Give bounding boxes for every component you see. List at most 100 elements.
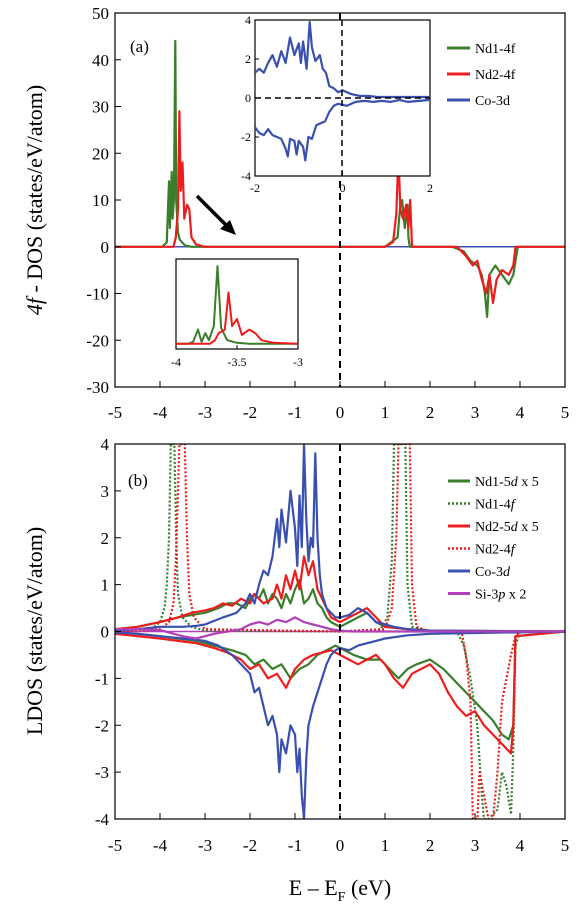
- panel-b-series-4: [115, 630, 565, 755]
- panel-b-xtick-label: -3: [198, 836, 212, 855]
- inset-co-xtick-label: -2: [250, 181, 260, 195]
- panel-a-xtick-label: 3: [471, 403, 480, 422]
- panel-b-yticks: 4 3 2 1 0 -1 -2 -3 -4: [95, 435, 121, 829]
- panel-a-xticks: -5 -4 -3 -2 -1 0 1 2 3 4 5: [108, 381, 569, 422]
- panel-b-ytick-label: -2: [95, 716, 109, 735]
- panel-a-xtick-label: 2: [426, 403, 435, 422]
- panel-b-ytick-label: -3: [95, 763, 109, 782]
- panel-a-xtick-label: 1: [381, 403, 390, 422]
- inset-co-series-0: [255, 20, 430, 99]
- panel-b-xtick-label: 4: [516, 836, 525, 855]
- panel-a-ytick-label: 0: [101, 238, 110, 257]
- panel-b-series-1: [115, 630, 565, 741]
- panel-b-series-0: [115, 578, 565, 633]
- panel-b-ytick-label: 1: [101, 576, 110, 595]
- panel-a-xtick-label: -3: [198, 403, 212, 422]
- panel-a-xtick-label: 5: [561, 403, 570, 422]
- panel-b-legend-label: Nd2-4f: [475, 543, 517, 558]
- inset-nd-xtick-label: -4: [171, 355, 181, 369]
- inset-co-ytick-label: -4: [241, 169, 251, 183]
- panel-b-xtick-label: -2: [243, 836, 257, 855]
- panel-b-series-6: [115, 444, 565, 633]
- panel-b-xtick-label: 0: [336, 836, 345, 855]
- panel-b-legend-label: Co-3d: [475, 565, 511, 580]
- panel-b-xtick-label: 1: [381, 836, 390, 855]
- panel-b-legend-label: Nd2-5d x 5: [475, 520, 539, 535]
- panel-b-legend-label: Si-3p x 2: [475, 588, 526, 603]
- inset-nd-xtick-label: -3: [293, 355, 303, 369]
- panel-a-yticks: 50 40 30 20 10 0 -10 -20 -30: [86, 4, 121, 397]
- panel-b-ytick-label: 2: [101, 529, 110, 548]
- panel-b-ytick-label: -1: [95, 669, 109, 688]
- panel-a-xtick-label: 4: [516, 403, 525, 422]
- inset-nd-plot: [176, 265, 298, 345]
- inset-nd: -4 -3.5 -3: [171, 258, 303, 369]
- inset-nd-series-0: [176, 265, 298, 345]
- panel-a-ytick-label: 20: [92, 144, 109, 163]
- panel-b-ytick-label: 3: [101, 482, 110, 501]
- panel-b-xtick-label: -5: [108, 836, 122, 855]
- panel-a-ytick-label: 40: [92, 51, 109, 70]
- panel-b-label: (b): [128, 471, 148, 490]
- panel-a-xtick-label: -5: [108, 403, 122, 422]
- inset-co-ytick-label: 4: [245, 13, 251, 27]
- inset-nd-ticks: -4 -3.5 -3: [171, 345, 303, 369]
- panel-b-xtick-label: 5: [561, 836, 570, 855]
- panel-b-ylabel: LDOS (states/eV/atom): [22, 527, 47, 735]
- inset-co-xtick-label: 0: [340, 181, 346, 195]
- x-axis-label-sub: F: [338, 890, 346, 905]
- inset-pointer-arrow: [195, 194, 236, 235]
- panel-b-series-8: [115, 616, 565, 640]
- panel-b-legend-label: Nd1-4f: [475, 498, 517, 513]
- panel-b-series-5: [115, 444, 565, 819]
- inset-co: 420-2-4-2 0 2: [241, 13, 433, 195]
- inset-co-ticks: 420-2-4-2 0 2: [241, 13, 433, 195]
- panel-a-ytick-label: 10: [92, 191, 109, 210]
- inset-co-plot: [255, 20, 430, 162]
- panel-b-series-3: [115, 555, 565, 633]
- panel-a-series-1: [115, 110, 565, 304]
- inset-nd-series-1: [176, 291, 298, 345]
- inset-co-series-1: [255, 98, 430, 162]
- inset-co-ytick-label: 2: [245, 52, 251, 66]
- inset-co-xtick-label: 2: [427, 181, 433, 195]
- panel-a-series-0: [115, 39, 565, 318]
- panel-b-xtick-label: 3: [471, 836, 480, 855]
- x-axis-label: E – EF (eV): [289, 875, 392, 905]
- panel-a-ytick-label: -20: [86, 331, 109, 350]
- inset-co-ytick-label: 0: [245, 91, 251, 105]
- panel-b-xtick-label: -4: [153, 836, 168, 855]
- panel-b-xticks: -5 -4 -3 -2 -1 0 1 2 3 4 5: [108, 813, 569, 855]
- panel-a-ytick-label: -10: [86, 285, 109, 304]
- panel-b: 4 3 2 1 0 -1 -2 -3 -4 -5 -4 -3 -2 -1 0 1 2 3 4 5 (b) LDOS …: [22, 435, 569, 855]
- panel-a-legend: Nd1-4f Nd2-4f Co-3d: [447, 42, 516, 109]
- panel-a-xtick-label: -2: [243, 403, 257, 422]
- inset-co-ytick-label: -2: [241, 130, 251, 144]
- panel-a-ylabel-italic: 4f: [22, 295, 47, 315]
- panel-a-legend-label: Nd2-4f: [475, 68, 516, 83]
- panel-b-ytick-label: -4: [95, 810, 110, 829]
- panel-b-series-7: [115, 630, 565, 819]
- panel-b-xtick-label: -1: [288, 836, 302, 855]
- panel-b-ytick-label: 4: [101, 435, 110, 454]
- panel-a-ylabel-rest: - DOS (states/eV/atom): [22, 85, 47, 298]
- panel-b-ytick-label: 0: [101, 623, 110, 642]
- panel-a-ylabel: 4f - DOS (states/eV/atom): [22, 85, 47, 315]
- panel-b-legend: Nd1-5d x 5 Nd1-4f Nd2-5d x 5 Nd2-4f Co-3d Si-…: [448, 475, 539, 603]
- inset-nd-xtick-label: -3.5: [228, 355, 247, 369]
- panel-a-label: (a): [130, 37, 149, 56]
- panel-a-xtick-label: 0: [336, 403, 345, 422]
- panel-a-ytick-label: 50: [92, 4, 109, 23]
- panel-b-xtick-label: 2: [426, 836, 435, 855]
- panel-b-legend-label: Nd1-5d x 5: [475, 475, 539, 490]
- panel-a-legend-label: Co-3d: [475, 94, 510, 109]
- panel-a-legend-label: Nd1-4f: [475, 42, 516, 57]
- panel-a-ytick-label: 30: [92, 98, 109, 117]
- x-axis-label-unit: (eV): [345, 875, 391, 900]
- panel-a-xtick-label: -1: [288, 403, 302, 422]
- panel-a-ytick-label: -30: [86, 378, 109, 397]
- panel-a-xtick-label: -4: [153, 403, 168, 422]
- panel-b-plot: [115, 444, 565, 819]
